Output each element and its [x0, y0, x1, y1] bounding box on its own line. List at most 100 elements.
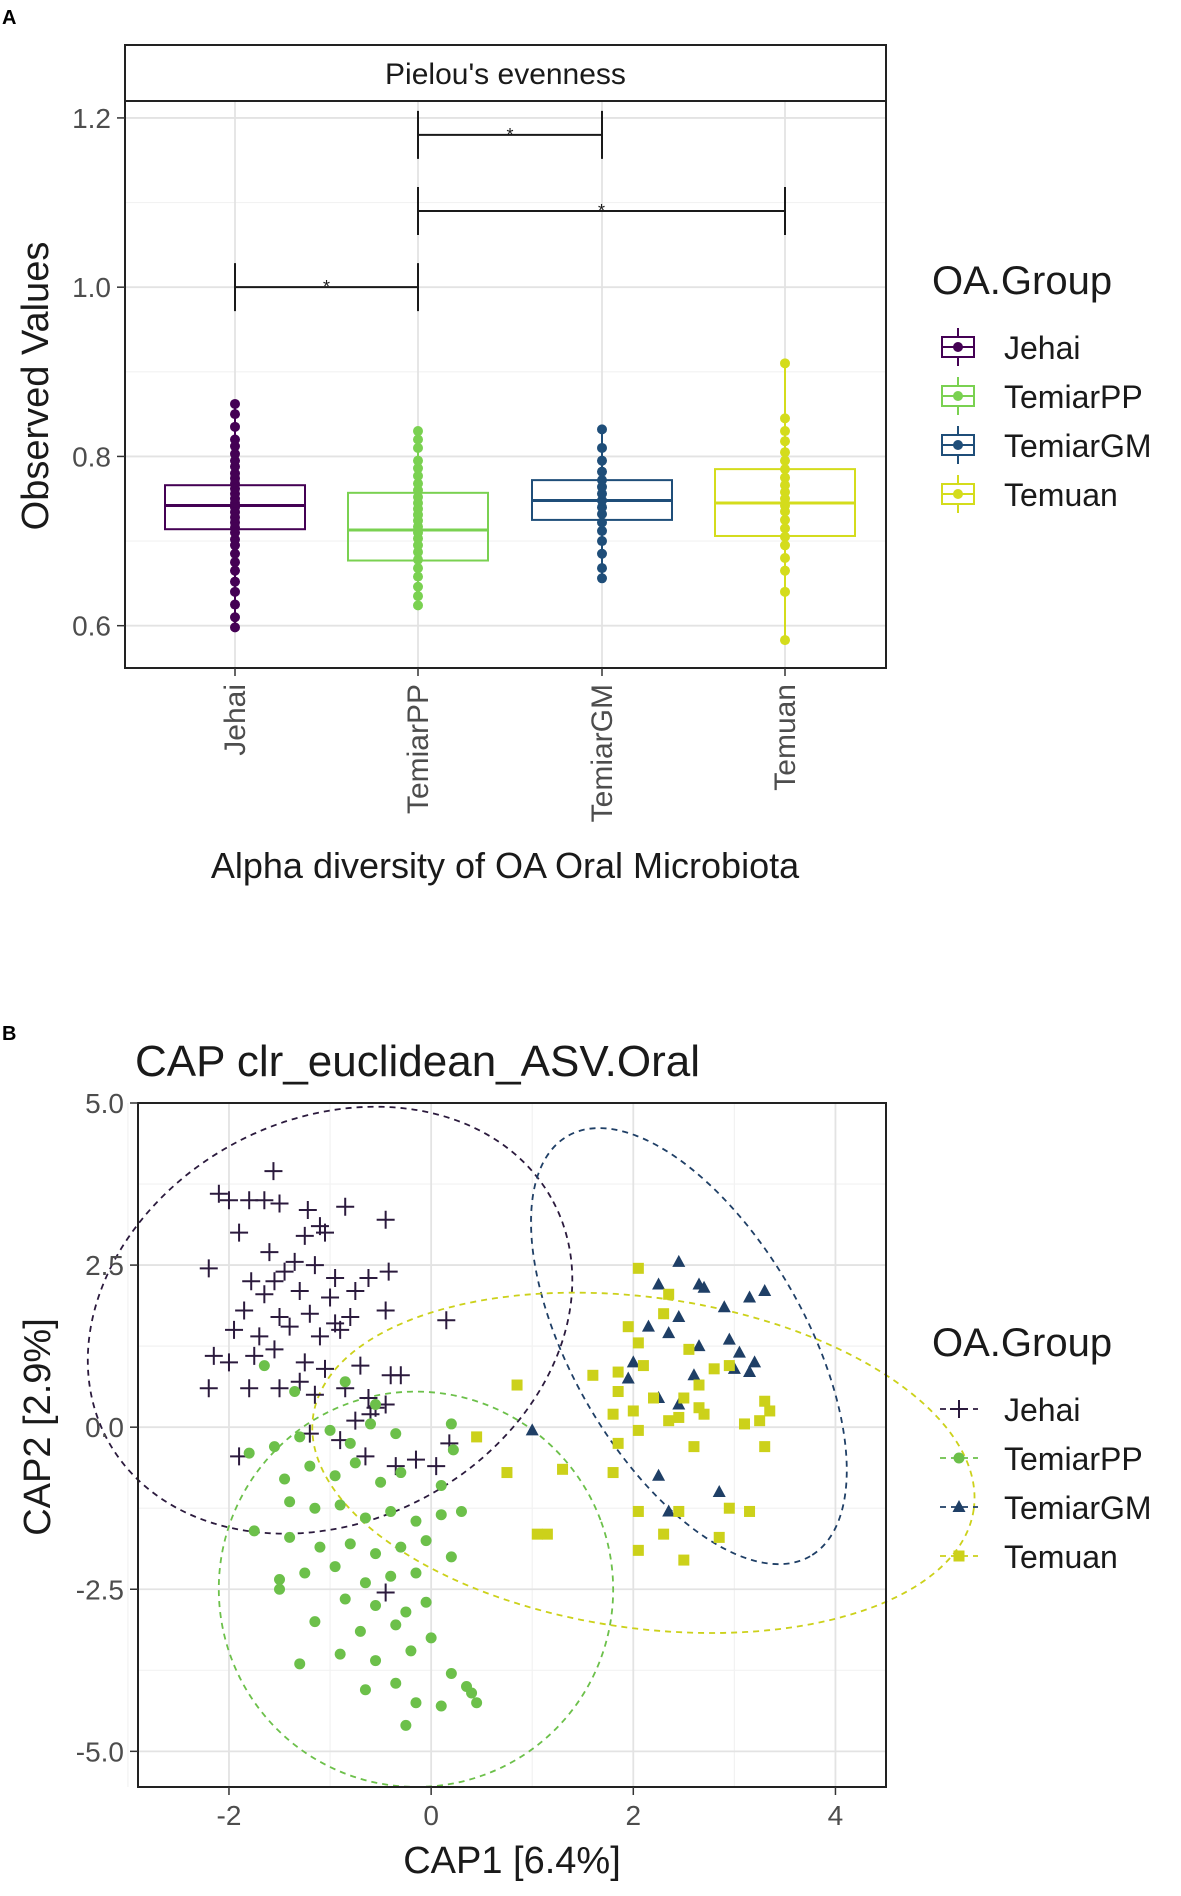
panel-b-point: [678, 1392, 690, 1404]
panel-b-point: [395, 1467, 407, 1479]
panel-a-point: [230, 576, 240, 587]
panel-a-point: [413, 470, 423, 481]
panel-b-point: [390, 1428, 402, 1440]
panel-a-box-temiarpp: [347, 426, 489, 611]
panel-a-point: [597, 466, 607, 477]
panel-a-y-tick-label: 0.6: [72, 611, 111, 642]
panel-a-y-ticks: 0.6 0.8 1.0 1.2: [72, 103, 125, 642]
panel-b-point: [672, 1254, 686, 1267]
panel-b-point: [395, 1541, 407, 1553]
panel-a-x-axis-label: Alpha diversity of OA Oral Microbiota: [211, 845, 800, 886]
panel-b-point: [673, 1411, 685, 1423]
panel-b-point: [230, 1223, 249, 1242]
panel-b-point: [663, 1288, 675, 1300]
panel-a-strip: [124, 44, 887, 102]
panel-a-point: [780, 358, 790, 369]
panel-a-point: [597, 548, 607, 559]
panel-b-point: [310, 1327, 329, 1346]
panel-b-plot-bg: [138, 1103, 886, 1787]
panel-b-point: [376, 1301, 395, 1320]
panel-a-bracket-label: *: [323, 277, 330, 297]
panel-a-point: [230, 565, 240, 576]
panel-b-point: [300, 1304, 319, 1323]
panel-b-point: [641, 1319, 655, 1332]
panel-b-point: [243, 1447, 255, 1459]
panel-b-legend-item: Temuan: [940, 1539, 1118, 1575]
panel-b-point: [455, 1505, 467, 1517]
panel-b-legend-label: Jehai: [1004, 1392, 1081, 1428]
panel-b-point: [400, 1719, 412, 1731]
panel-b-point: [461, 1681, 473, 1693]
panel-a-point: [780, 552, 790, 563]
panel-a-point: [230, 586, 240, 597]
panel-a-legend-item: Temuan: [941, 475, 1118, 513]
panel-b-x-tick-label: -2: [217, 1800, 242, 1831]
panel-b-point: [626, 1355, 640, 1368]
panel-b-point: [743, 1365, 757, 1378]
panel-b-point: [722, 1332, 736, 1345]
panel-a-point: [230, 409, 240, 420]
panel-b-point: [284, 1496, 296, 1508]
panel-b-point: [376, 1210, 395, 1229]
panel-b-point: [341, 1307, 360, 1326]
panel-b-point: [713, 1531, 725, 1543]
panel-b-point: [612, 1437, 624, 1449]
panel-b-point: [329, 1561, 341, 1573]
panel-b-point: [652, 1468, 666, 1481]
panel-b-point: [334, 1499, 346, 1511]
panel-a-point: [780, 540, 790, 551]
panel-a-point: [780, 455, 790, 466]
panel-b-point: [379, 1262, 398, 1281]
panel-a-bracket-label: *: [598, 201, 605, 221]
panel-b-point: [298, 1200, 317, 1219]
panel-b-plot-border: [137, 1102, 887, 1788]
panel-b-point: [334, 1648, 346, 1660]
panel-b-point: [662, 1326, 676, 1339]
panel-a-x-tick-label: TemiarGM: [586, 684, 619, 822]
panel-b-point: [953, 1550, 965, 1562]
panel-a-legend-item: Jehai: [941, 328, 1081, 366]
panel-b-point: [370, 1548, 382, 1560]
panel-b-point: [309, 1502, 321, 1514]
panel-b-point: [738, 1418, 750, 1430]
panel-b-point: [359, 1684, 371, 1696]
panel-b-point: [732, 1345, 746, 1358]
panel-b-point: [748, 1355, 762, 1368]
panel-b-point: [410, 1515, 422, 1527]
panel-a-box-rect: [347, 491, 489, 562]
panel-b-point: [279, 1473, 291, 1485]
panel-b-point: [268, 1441, 280, 1453]
panel-b-point: [344, 1437, 356, 1449]
panel-b-point: [648, 1392, 660, 1404]
panel-b-point: [275, 1262, 294, 1281]
panel-b-point: [260, 1243, 279, 1262]
panel-b-point: [199, 1379, 218, 1398]
panel-b-point: [406, 1450, 425, 1469]
panel-b-point: [637, 1360, 649, 1372]
panel-a-significance-brackets: * * *: [234, 110, 786, 312]
panel-b-point: [349, 1457, 361, 1469]
panel-b-point: [284, 1531, 296, 1543]
panel-b-point: [697, 1280, 711, 1293]
panel-b-y-tick-label: 5.0: [85, 1088, 124, 1119]
panel-a-legend-item: TemiarPP: [941, 377, 1143, 415]
panel-b-point: [375, 1476, 387, 1488]
panel-a-significance-bracket: *: [417, 187, 786, 236]
panel-b-point: [305, 1256, 324, 1275]
panel-a-plot-bg: [125, 101, 886, 668]
panel-b-point: [531, 1528, 543, 1540]
panel-b-point: [265, 1340, 284, 1359]
panel-b-point: [627, 1405, 639, 1417]
panel-a-point: [597, 536, 607, 547]
panel-a-significance-bracket: *: [417, 110, 603, 159]
panel-a-point: [780, 426, 790, 437]
panel-b-x-tick-label: 4: [828, 1800, 844, 1831]
panel-b-point: [255, 1285, 274, 1304]
panel-b-point: [359, 1269, 378, 1288]
panel-b-point: [285, 1252, 304, 1271]
panel-b-point: [692, 1339, 706, 1352]
panel-b-title: CAP clr_euclidean_ASV.Oral: [135, 1037, 700, 1086]
panel-b-ellipse-temiarpp: [217, 1390, 615, 1788]
panel-a-point: [230, 448, 240, 459]
